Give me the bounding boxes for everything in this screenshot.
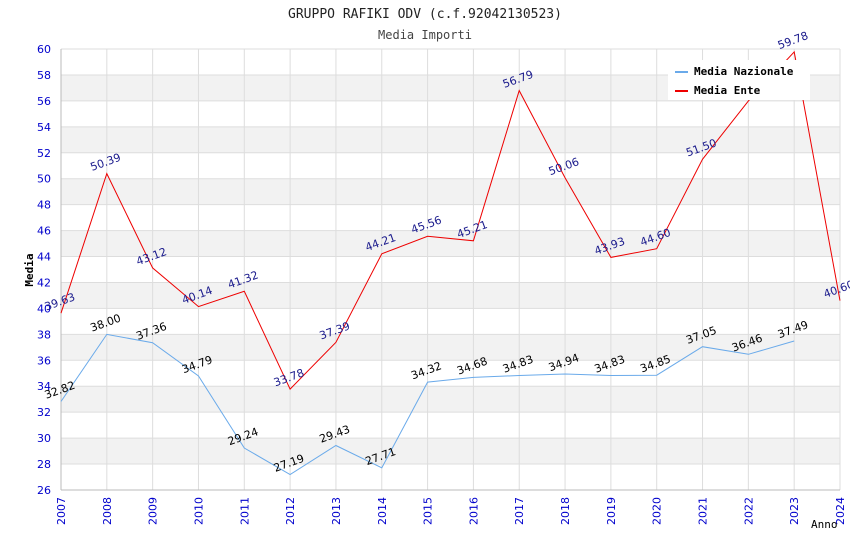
y-tick-label: 34 (37, 380, 51, 393)
x-tick-label: 2024 (834, 497, 847, 525)
y-tick-label: 40 (37, 302, 51, 315)
grid-band (61, 178, 840, 205)
x-tick-label: 2019 (605, 497, 618, 525)
y-tick-label: 58 (37, 69, 51, 82)
x-tick-label: 2009 (147, 497, 160, 525)
grid-band (61, 230, 840, 257)
y-tick-label: 50 (37, 173, 51, 186)
x-tick-label: 2015 (422, 497, 435, 525)
x-tick-label: 2021 (697, 497, 710, 525)
legend: Media Nazionale Media Ente (668, 60, 810, 100)
y-tick-label: 56 (37, 95, 51, 108)
x-tick-label: 2014 (376, 497, 389, 525)
grid-band (61, 386, 840, 413)
y-tick-label: 30 (37, 432, 51, 445)
y-axis-ticks: 26 28 30 32 34 36 38 40 42 44 46 48 50 52 54 56 58 60 (37, 43, 51, 497)
grid-band (61, 126, 840, 153)
series-line-media-nazionale (60, 333, 795, 476)
x-axis-label: Anno (811, 518, 838, 531)
y-tick-label: 38 (37, 328, 51, 341)
plot-background (61, 49, 840, 490)
y-tick-label: 26 (37, 484, 51, 497)
x-tick-label: 2007 (55, 497, 68, 525)
grid-lines (60, 48, 841, 491)
x-tick-label: 2008 (101, 497, 114, 525)
y-tick-label: 54 (37, 121, 51, 134)
series-lines (60, 50, 841, 476)
y-tick-label: 48 (37, 199, 51, 212)
y-tick-label: 28 (37, 458, 51, 471)
x-tick-label: 2017 (513, 497, 526, 525)
x-tick-label: 2016 (467, 497, 480, 525)
plot-area (61, 49, 840, 490)
y-axis-label: Media (23, 253, 36, 286)
y-tick-label: 52 (37, 147, 51, 160)
legend-label-media-ente: Media Ente (694, 84, 761, 97)
chart-subtitle: Media Importi (378, 28, 472, 42)
chart-title: GRUPPO RAFIKI ODV (c.f.92042130523) (288, 7, 562, 22)
x-tick-label: 2023 (788, 497, 801, 525)
legend-background (668, 60, 810, 100)
x-tick-label: 2012 (284, 497, 297, 525)
x-tick-label: 2018 (559, 497, 572, 525)
y-tick-label: 44 (37, 251, 51, 264)
y-tick-label: 42 (37, 276, 51, 289)
x-tick-label: 2022 (742, 497, 755, 525)
y-tick-label: 46 (37, 225, 51, 238)
legend-label-media-nazionale: Media Nazionale (694, 65, 794, 78)
series-line-media-ente (60, 50, 841, 390)
x-tick-label: 2020 (651, 497, 664, 525)
y-tick-label: 60 (37, 43, 51, 56)
grid-band (61, 438, 840, 465)
x-axis-ticks: 2007 2008 2009 2010 2011 2012 2013 2014 2015 2016… (55, 497, 847, 525)
grid-band (61, 334, 840, 361)
x-tick-label: 2010 (192, 497, 205, 525)
y-tick-label: 32 (37, 406, 51, 419)
grid-band (61, 282, 840, 309)
x-tick-label: 2013 (330, 497, 343, 525)
x-tick-label: 2011 (238, 497, 251, 525)
y-tick-label: 36 (37, 354, 51, 367)
